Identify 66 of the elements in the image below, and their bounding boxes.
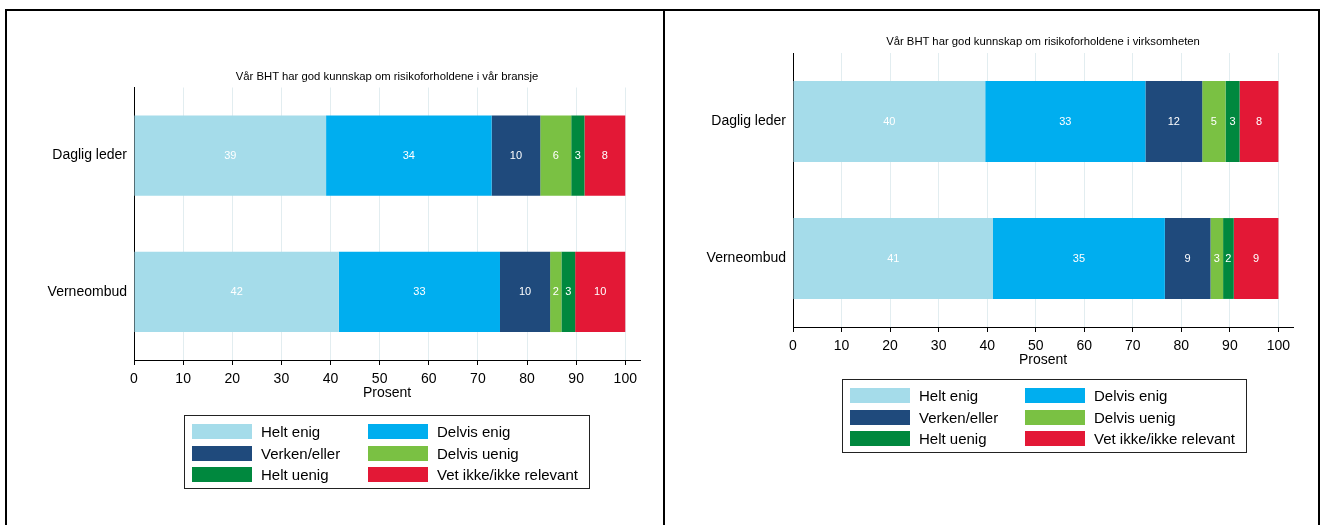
legend-label: Delvis uenig (437, 444, 519, 462)
data-label: 35 (1072, 251, 1086, 264)
x-tick-label: 60 (420, 370, 437, 387)
data-label: 3 (574, 148, 581, 161)
data-label: 10 (594, 284, 607, 297)
legend-label: Verken/eller (919, 408, 999, 426)
x-tick-label: 100 (1266, 337, 1291, 354)
x-tick-label: 20 (224, 370, 241, 387)
y-tick-label: Verneombud (47, 282, 127, 299)
data-label: 10 (518, 284, 532, 297)
x-axis-title: Prosent (1018, 351, 1068, 368)
legend-label: Helt uenig (919, 430, 987, 448)
x-tick-label: 30 (273, 370, 290, 387)
legend-label: Delvis uenig (1094, 408, 1176, 426)
legend-label: Helt uenig (261, 466, 329, 484)
data-label: 10 (509, 148, 523, 161)
x-tick-label: 40 (322, 370, 339, 387)
legend-label: Verken/eller (261, 444, 341, 462)
chart-title: Vår BHT har god kunnskap om risikoforholdene i virksomheten (886, 35, 1200, 48)
legend-label: Vet ikke/ikke relevant (437, 466, 578, 484)
data-label: 8 (601, 148, 608, 161)
data-label: 5 (1210, 114, 1217, 127)
x-tick-label: 0 (130, 370, 139, 387)
x-tick-label: 70 (470, 370, 486, 387)
data-label: 3 (1213, 251, 1220, 264)
data-label: 6 (552, 148, 559, 161)
x-tick-label: 80 (519, 370, 536, 387)
data-label: 3 (565, 284, 572, 297)
x-tick-label: 30 (930, 337, 947, 354)
data-label: 3 (1229, 114, 1236, 127)
x-tick-label: 60 (1076, 337, 1093, 354)
y-tick-label: Daglig leder (52, 146, 128, 163)
y-tick-label: Daglig leder (711, 112, 787, 129)
data-label: 9 (1253, 251, 1260, 264)
x-tick-label: 20 (882, 337, 899, 354)
legend-label: Delvis enig (1094, 387, 1168, 405)
legend-label: Helt enig (919, 387, 979, 405)
data-label: 2 (552, 284, 559, 297)
data-label: 40 (883, 114, 896, 127)
data-label: 42 (230, 284, 243, 297)
x-axis-title: Prosent (362, 384, 412, 401)
x-tick-label: 10 (175, 370, 192, 387)
legend-label: Vet ikke/ikke relevant (1094, 430, 1235, 448)
data-label: 39 (224, 148, 237, 161)
x-tick-label: 10 (833, 337, 850, 354)
data-label: 33 (413, 284, 426, 297)
legend-label: Delvis enig (437, 423, 511, 441)
data-label: 33 (1059, 114, 1072, 127)
y-tick-label: Verneombud (706, 249, 786, 266)
data-label: 2 (1225, 251, 1232, 264)
x-tick-label: 100 (613, 370, 638, 387)
x-tick-label: 90 (1222, 337, 1238, 354)
chart-title: Vår BHT har god kunnskap om risikoforholdene i vår bransje (235, 69, 539, 82)
x-tick-label: 70 (1125, 337, 1141, 354)
x-tick-label: 50 (371, 370, 388, 387)
data-label: 12 (1167, 114, 1180, 127)
x-tick-label: 0 (789, 337, 798, 354)
data-label: 34 (402, 148, 415, 161)
x-tick-label: 40 (979, 337, 996, 354)
data-label: 8 (1255, 114, 1263, 127)
x-tick-label: 80 (1173, 337, 1190, 354)
data-label: 9 (1184, 251, 1191, 264)
legend-label: Helt enig (261, 423, 321, 441)
x-tick-label: 90 (568, 370, 585, 387)
data-label: 41 (887, 251, 900, 264)
x-tick-label: 50 (1027, 337, 1044, 354)
